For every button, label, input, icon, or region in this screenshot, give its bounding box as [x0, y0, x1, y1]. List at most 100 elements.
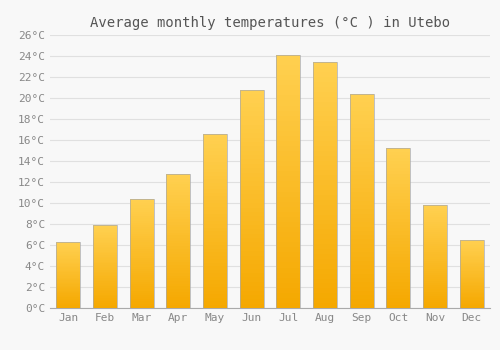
Bar	[93, 232, 117, 233]
Bar	[423, 238, 447, 240]
Bar	[130, 280, 154, 282]
Bar	[460, 292, 483, 293]
Bar	[203, 298, 227, 301]
Bar	[350, 128, 374, 132]
Bar	[386, 276, 410, 279]
Bar	[276, 247, 300, 252]
Bar	[386, 174, 410, 177]
Bar	[130, 251, 154, 253]
Bar	[56, 258, 80, 259]
Bar	[166, 297, 190, 300]
Bar	[460, 240, 483, 241]
Bar	[203, 266, 227, 270]
Bar	[386, 238, 410, 241]
Bar	[130, 205, 154, 208]
Bar	[386, 222, 410, 225]
Bar	[423, 271, 447, 273]
Bar	[313, 156, 337, 161]
Bar	[93, 290, 117, 292]
Bar	[460, 271, 483, 273]
Bar	[130, 223, 154, 225]
Bar	[130, 288, 154, 290]
Bar	[93, 283, 117, 285]
Bar	[460, 244, 483, 245]
Bar	[203, 221, 227, 224]
Bar	[56, 242, 80, 243]
Bar	[56, 247, 80, 248]
Bar	[350, 265, 374, 270]
Bar	[240, 299, 264, 304]
Bar	[240, 269, 264, 273]
Bar	[350, 304, 374, 308]
Bar	[386, 260, 410, 263]
Bar	[166, 203, 190, 206]
Bar	[460, 285, 483, 286]
Bar	[93, 276, 117, 278]
Bar	[276, 55, 300, 308]
Bar	[423, 254, 447, 257]
Bar	[313, 136, 337, 141]
Bar	[93, 250, 117, 252]
Bar	[460, 245, 483, 246]
Bar	[350, 145, 374, 149]
Bar	[276, 166, 300, 172]
Bar	[130, 306, 154, 308]
Bar	[203, 196, 227, 200]
Bar	[350, 98, 374, 102]
Bar	[203, 276, 227, 280]
Bar	[130, 234, 154, 236]
Bar	[130, 297, 154, 299]
Bar	[460, 258, 483, 259]
Bar	[386, 305, 410, 308]
Bar	[130, 253, 154, 256]
Bar	[386, 148, 410, 152]
Bar	[56, 286, 80, 287]
Bar	[350, 193, 374, 197]
Bar	[203, 245, 227, 249]
Bar	[276, 55, 300, 60]
Bar	[386, 244, 410, 247]
Bar	[240, 295, 264, 299]
Bar	[203, 162, 227, 165]
Bar	[313, 146, 337, 151]
Bar	[203, 189, 227, 193]
Bar	[313, 239, 337, 244]
Bar	[313, 97, 337, 102]
Bar	[56, 267, 80, 268]
Bar	[386, 206, 410, 209]
Bar	[313, 244, 337, 249]
Bar	[93, 268, 117, 270]
Bar	[276, 283, 300, 288]
Bar	[240, 107, 264, 111]
Bar	[313, 215, 337, 219]
Bar	[423, 236, 447, 238]
Bar	[203, 287, 227, 290]
Bar	[130, 236, 154, 238]
Bar	[130, 208, 154, 210]
Bar	[350, 222, 374, 226]
Bar	[460, 301, 483, 302]
Bar	[350, 239, 374, 244]
Bar	[276, 116, 300, 121]
Bar	[276, 202, 300, 207]
Bar	[313, 234, 337, 239]
Bar	[166, 219, 190, 222]
Bar	[460, 284, 483, 285]
Bar	[350, 205, 374, 209]
Bar	[276, 70, 300, 75]
Bar	[460, 268, 483, 270]
Bar	[130, 278, 154, 280]
Bar	[166, 193, 190, 195]
Bar	[386, 183, 410, 187]
Bar	[350, 226, 374, 231]
Bar	[130, 225, 154, 227]
Bar	[203, 284, 227, 287]
Bar	[460, 255, 483, 256]
Bar	[203, 252, 227, 256]
Bar	[130, 293, 154, 295]
Bar	[423, 285, 447, 287]
Bar	[276, 298, 300, 303]
Bar	[166, 176, 190, 179]
Bar	[203, 200, 227, 203]
Bar	[56, 262, 80, 263]
